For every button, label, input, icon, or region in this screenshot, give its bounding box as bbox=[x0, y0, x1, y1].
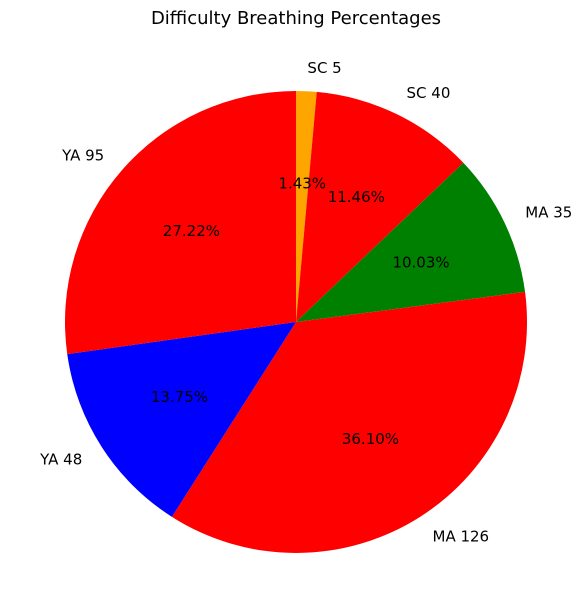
slice-label: SC 5 bbox=[307, 59, 341, 77]
percent-label: 13.75% bbox=[151, 388, 208, 406]
percent-label: 1.43% bbox=[278, 175, 326, 193]
pie-slices bbox=[65, 91, 527, 553]
slice-labels: SC 5 SC 40 MA 35 MA 126 YA 48 YA 95 bbox=[39, 59, 572, 545]
percent-labels: 1.43%11.46% 10.03% 36.10% 13.75% 27.22% bbox=[151, 175, 450, 448]
slice-label: MA 126 bbox=[433, 527, 490, 545]
percent-label: 10.03% bbox=[392, 253, 449, 271]
slice-label: YA 48 bbox=[39, 450, 82, 468]
slice-label: MA 35 bbox=[525, 203, 572, 221]
pie-slice bbox=[296, 91, 464, 322]
slice-label: SC 40 bbox=[407, 84, 451, 102]
pie-slice bbox=[296, 91, 317, 322]
pie-slice bbox=[296, 162, 526, 322]
percent-label: 11.46% bbox=[328, 188, 385, 206]
pie-slice bbox=[171, 291, 527, 553]
pie-slice bbox=[67, 322, 296, 517]
chart-title: Difficulty Breathing Percentages bbox=[151, 8, 441, 29]
percent-label: 36.10% bbox=[342, 430, 399, 448]
slice-label: YA 95 bbox=[61, 146, 104, 164]
pie-slice bbox=[65, 91, 296, 355]
percent-label: 27.22% bbox=[163, 222, 220, 240]
